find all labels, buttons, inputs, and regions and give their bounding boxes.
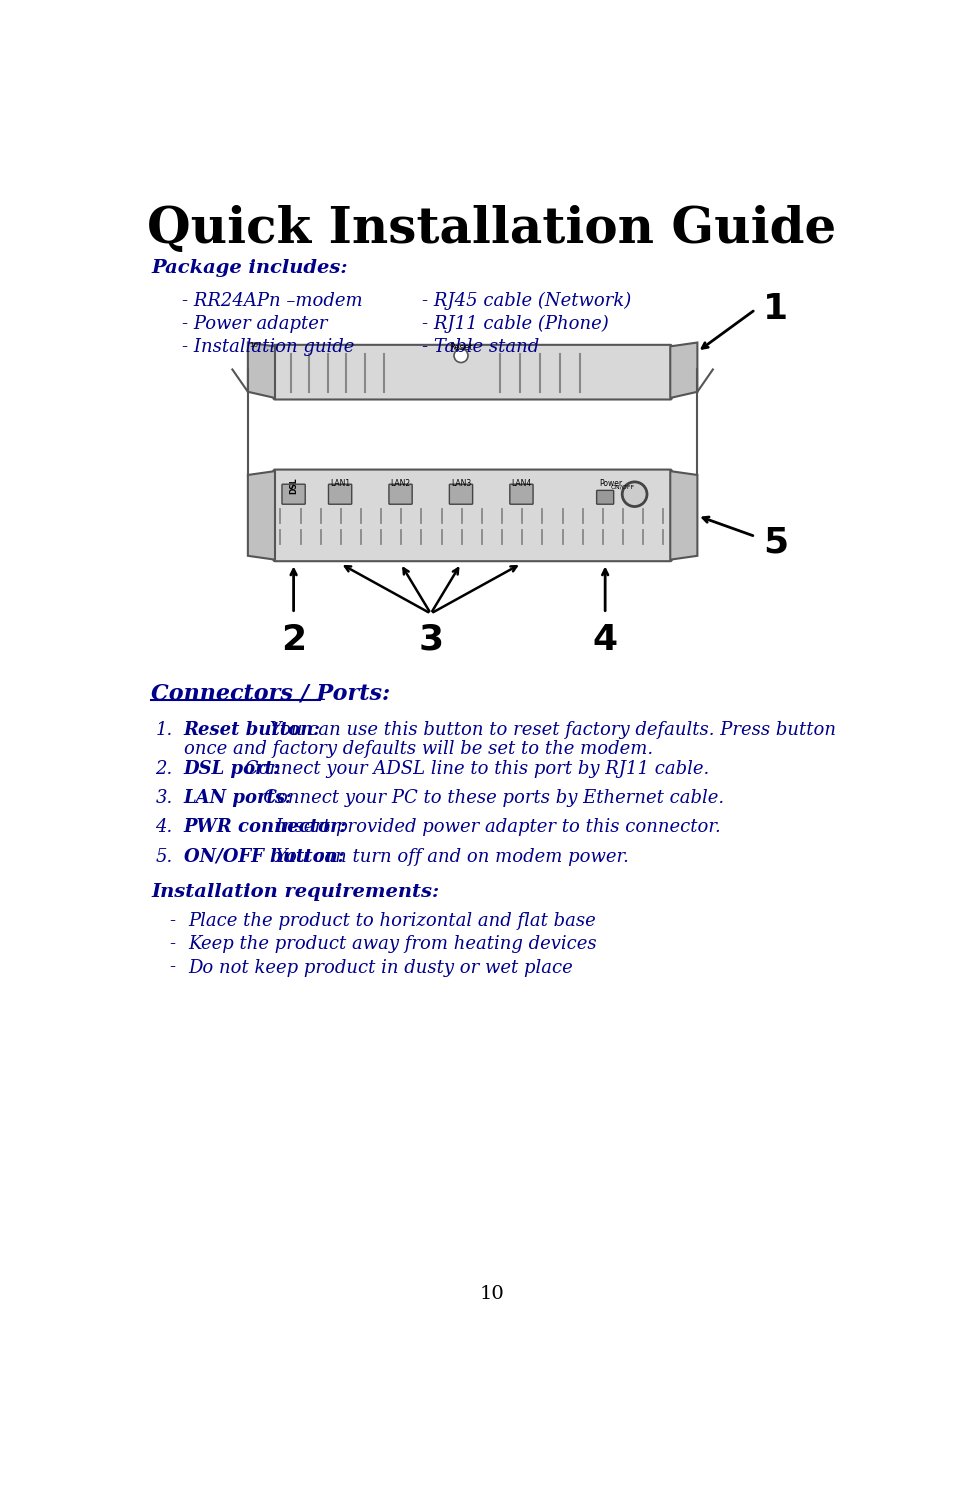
Text: 2.: 2.: [156, 760, 173, 778]
FancyBboxPatch shape: [596, 490, 613, 503]
Text: You can use this button to reset factory defaults. Press button: You can use this button to reset factory…: [264, 722, 836, 740]
FancyBboxPatch shape: [328, 484, 351, 503]
Text: 10: 10: [480, 1285, 504, 1303]
Polygon shape: [248, 471, 275, 560]
Circle shape: [622, 483, 647, 506]
Text: LAN4: LAN4: [512, 478, 532, 489]
Text: 4.: 4.: [156, 819, 173, 837]
Polygon shape: [248, 342, 275, 397]
Text: Connectors / Ports:: Connectors / Ports:: [151, 683, 391, 705]
Text: Connect your PC to these ports by Ethernet cable.: Connect your PC to these ports by Ethern…: [246, 789, 724, 807]
Text: 5: 5: [763, 526, 788, 560]
Text: 4: 4: [592, 623, 617, 657]
Text: 2: 2: [281, 623, 306, 657]
Text: LAN1: LAN1: [330, 478, 350, 489]
Text: Package includes:: Package includes:: [151, 260, 348, 278]
FancyBboxPatch shape: [282, 484, 305, 503]
FancyBboxPatch shape: [449, 484, 472, 503]
Text: DSL: DSL: [289, 477, 299, 495]
Text: - Power adapter: - Power adapter: [182, 315, 327, 333]
Text: 3.: 3.: [156, 789, 173, 807]
Text: Place the product to horizontal and flat base: Place the product to horizontal and flat…: [188, 913, 596, 931]
Text: Quick Installation Guide: Quick Installation Guide: [148, 206, 836, 254]
Text: DSL port:: DSL port:: [183, 760, 280, 778]
FancyBboxPatch shape: [389, 484, 412, 503]
Text: Connect your ADSL line to this port by RJ11 cable.: Connect your ADSL line to this port by R…: [239, 760, 709, 778]
Text: -: -: [170, 935, 176, 953]
Text: Power: Power: [599, 478, 622, 489]
Text: - Table stand: - Table stand: [422, 338, 540, 356]
Text: Installation requirements:: Installation requirements:: [151, 883, 440, 901]
Text: -: -: [170, 913, 176, 931]
Text: once and factory defaults will be set to the modem.: once and factory defaults will be set to…: [183, 740, 653, 757]
Text: LAN3: LAN3: [451, 478, 471, 489]
Polygon shape: [670, 471, 697, 560]
Text: PWR connector:: PWR connector:: [183, 819, 347, 837]
Text: 5.: 5.: [156, 847, 173, 865]
Text: Insert provided power adapter to this connector.: Insert provided power adapter to this co…: [271, 819, 721, 837]
Text: - RR24APn –modem: - RR24APn –modem: [182, 291, 363, 309]
Circle shape: [454, 348, 468, 363]
Text: 3: 3: [419, 623, 444, 657]
Text: 10: 10: [250, 342, 258, 348]
Text: Reset button:: Reset button:: [183, 722, 321, 740]
Polygon shape: [670, 342, 697, 397]
FancyBboxPatch shape: [510, 484, 533, 503]
Text: - RJ11 cable (Phone): - RJ11 cable (Phone): [422, 315, 609, 333]
FancyBboxPatch shape: [274, 345, 672, 399]
Text: -: -: [170, 959, 176, 977]
Text: - RJ45 cable (Network): - RJ45 cable (Network): [422, 291, 632, 309]
FancyBboxPatch shape: [274, 469, 672, 562]
Text: Do not keep product in dusty or wet place: Do not keep product in dusty or wet plac…: [188, 959, 573, 977]
Text: 1: 1: [763, 293, 788, 326]
Text: 1.: 1.: [156, 722, 173, 740]
Text: - Installation guide: - Installation guide: [182, 338, 354, 356]
Text: LAN ports:: LAN ports:: [183, 789, 292, 807]
Text: You can turn off and on modem power.: You can turn off and on modem power.: [271, 847, 629, 865]
Text: ON/OFF: ON/OFF: [611, 486, 635, 490]
Text: ON/OFF button:: ON/OFF button:: [183, 847, 344, 865]
Text: LAN2: LAN2: [391, 478, 411, 489]
Text: Reset: Reset: [449, 344, 473, 353]
Text: Keep the product away from heating devices: Keep the product away from heating devic…: [188, 935, 597, 953]
